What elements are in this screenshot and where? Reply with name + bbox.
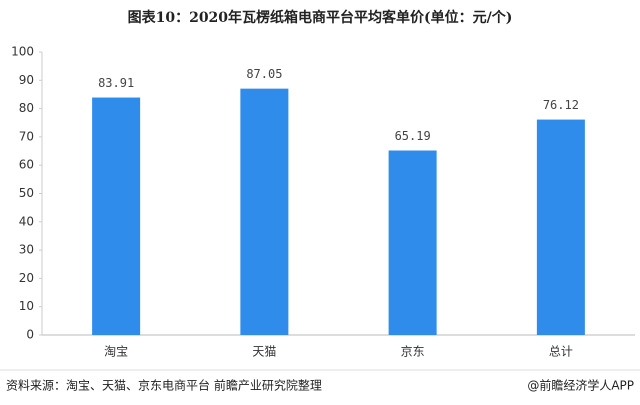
credit: @前瞻经济学人APP	[527, 378, 634, 393]
y-tick-label: 100	[11, 45, 34, 59]
y-tick-label: 60	[19, 158, 34, 172]
value-label: 83.91	[98, 76, 134, 90]
y-tick-label: 10	[19, 299, 34, 313]
x-tick-label: 天猫	[252, 345, 276, 359]
x-tick-label: 淘宝	[104, 345, 128, 359]
value-label: 65.19	[395, 129, 431, 143]
bar	[536, 119, 585, 335]
chart-title: 图表10：2020年瓦楞纸箱电商平台平均客单价(单位：元/个)	[128, 9, 513, 26]
source: 资料来源：淘宝、天猫、京东电商平台 前瞻产业研究院整理	[6, 378, 322, 393]
y-tick-label: 80	[19, 101, 34, 115]
y-tick-label: 70	[19, 129, 34, 143]
y-tick-label: 40	[19, 214, 34, 228]
value-label: 87.05	[246, 67, 282, 81]
value-label: 76.12	[543, 98, 579, 112]
y-tick-label: 0	[26, 328, 34, 342]
bar	[92, 97, 141, 335]
y-tick-label: 30	[19, 243, 34, 257]
bar	[388, 150, 437, 335]
y-tick-label: 90	[19, 73, 34, 87]
bar	[240, 88, 289, 335]
x-tick-label: 京东	[401, 345, 425, 359]
x-tick-label: 总计	[549, 345, 573, 359]
y-tick-label: 20	[19, 271, 34, 285]
y-tick-label: 50	[19, 186, 34, 200]
